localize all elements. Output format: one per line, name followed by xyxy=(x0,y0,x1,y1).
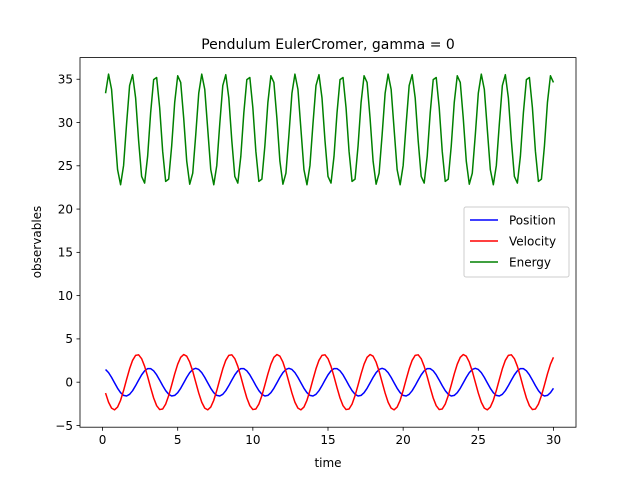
series-line-position xyxy=(105,367,555,397)
x-tick-label: 15 xyxy=(320,433,335,447)
legend-box xyxy=(463,206,570,278)
legend-label-position: Position xyxy=(509,213,556,227)
x-tick-label: 20 xyxy=(396,433,411,447)
series-line-velocity xyxy=(104,353,555,411)
y-tick-label: −5 xyxy=(55,419,73,433)
y-axis: −5 0 5 10 15 20 25 30 35 xyxy=(55,73,80,433)
x-tick-label: 10 xyxy=(245,433,260,447)
y-tick-label: 20 xyxy=(58,202,73,216)
x-tick-label: 0 xyxy=(99,433,107,447)
x-tick-label: 5 xyxy=(174,433,182,447)
y-tick-label: 30 xyxy=(58,116,73,130)
y-tick-label: 15 xyxy=(58,246,73,260)
y-tick-label: 35 xyxy=(58,73,73,87)
y-axis-label: observables xyxy=(30,206,44,279)
x-tick-label: 25 xyxy=(471,433,486,447)
x-axis-label: time xyxy=(314,456,341,470)
plot-lines xyxy=(104,73,555,411)
x-tick-label: 30 xyxy=(546,433,561,447)
y-tick-label: 10 xyxy=(58,289,73,303)
legend-label-velocity: Velocity xyxy=(509,234,556,248)
x-axis: 0 5 10 15 20 25 30 xyxy=(99,427,561,447)
y-tick-label: 25 xyxy=(58,159,73,173)
legend-label-energy: Energy xyxy=(509,255,551,269)
series-line-energy xyxy=(104,73,555,186)
legend: Position Velocity Energy xyxy=(463,206,570,278)
y-tick-label: 0 xyxy=(65,375,73,389)
chart-title: Pendulum EulerCromer, gamma = 0 xyxy=(201,37,455,53)
y-tick-label: 5 xyxy=(65,332,73,346)
